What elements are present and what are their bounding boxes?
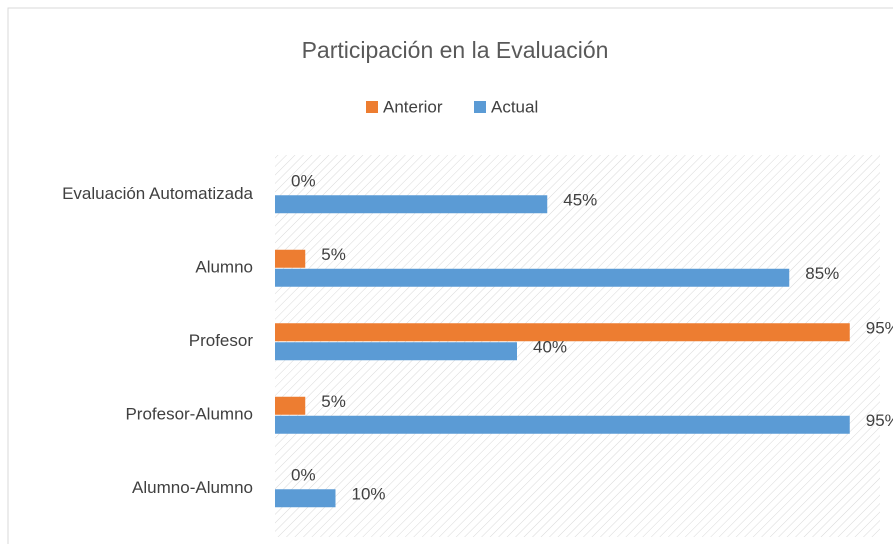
value-label: 5%	[321, 392, 346, 411]
value-label: 95%	[866, 411, 893, 430]
y-tick-label: Alumno	[195, 258, 253, 277]
value-label: 85%	[805, 264, 839, 283]
bar	[275, 342, 517, 361]
value-label: 5%	[321, 245, 346, 264]
legend-swatch	[366, 101, 378, 113]
legend-label: Actual	[491, 97, 538, 116]
y-tick-label: Profesor	[189, 331, 254, 350]
value-label: 45%	[563, 191, 597, 210]
value-label: 10%	[352, 485, 386, 504]
y-tick-label: Profesor-Alumno	[125, 405, 253, 424]
bar	[275, 415, 850, 434]
bar	[275, 249, 306, 268]
value-label: 95%	[866, 319, 893, 338]
legend-label: Anterior	[383, 97, 443, 116]
chart-title: Participación en la Evaluación	[302, 37, 609, 63]
bar	[275, 323, 850, 342]
value-label: 40%	[533, 338, 567, 357]
bar	[275, 195, 548, 214]
y-tick-label: Evaluación Automatizada	[62, 184, 253, 203]
legend-swatch	[474, 101, 486, 113]
value-label: 0%	[291, 466, 316, 485]
y-tick-label: Alumno-Alumno	[132, 478, 253, 497]
bar	[275, 268, 790, 287]
bar	[275, 396, 306, 415]
bar	[275, 489, 336, 508]
value-label: 0%	[291, 172, 316, 191]
